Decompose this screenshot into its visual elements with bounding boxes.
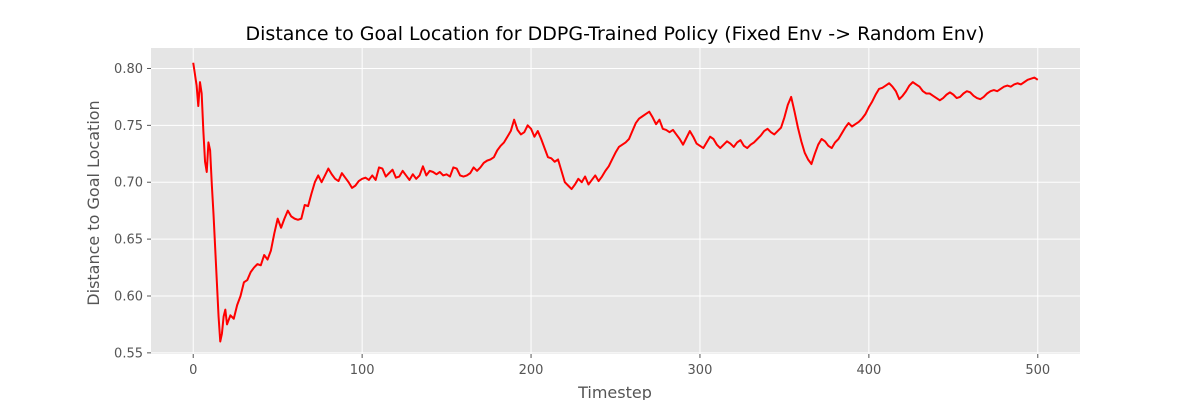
y-tick-label: 0.75 <box>114 119 143 134</box>
y-tick-label: 0.70 <box>114 176 143 191</box>
x-tick-label: 0 <box>189 363 197 378</box>
x-tick-label: 400 <box>856 363 881 378</box>
x-tick-label: 300 <box>688 363 713 378</box>
y-tick-label: 0.55 <box>114 346 143 361</box>
y-tick-label: 0.80 <box>114 62 143 77</box>
series-line <box>192 62 1039 343</box>
y-axis-ticks: 0.55 0.60 0.65 0.70 0.75 0.80 <box>114 62 151 361</box>
series-lines <box>192 62 1039 343</box>
x-tick-label: 500 <box>1025 363 1050 378</box>
x-tick-label: 200 <box>519 363 544 378</box>
plot-area <box>151 48 1080 354</box>
chart-title: Distance to Goal Location for DDPG-Train… <box>246 23 985 45</box>
grid-lines <box>151 48 1080 354</box>
x-axis-label: Timestep <box>577 383 652 400</box>
y-tick-label: 0.60 <box>114 289 143 304</box>
x-tick-label: 100 <box>350 363 375 378</box>
y-axis-label: Distance to Goal Location <box>84 100 103 305</box>
x-axis-ticks: 0 100 200 300 400 500 <box>189 354 1050 378</box>
y-tick-label: 0.65 <box>114 233 143 248</box>
